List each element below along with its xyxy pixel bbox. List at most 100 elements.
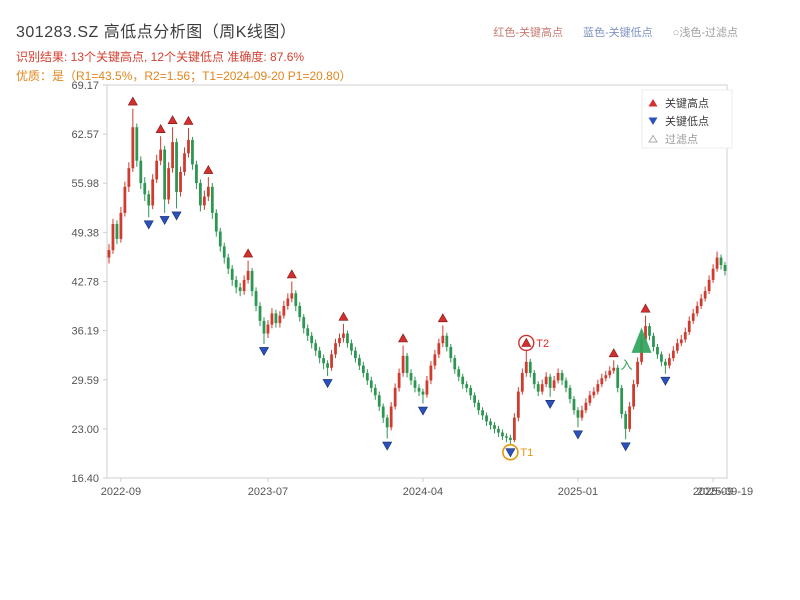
candle-body	[163, 149, 167, 200]
candle-body	[584, 402, 588, 411]
candle-body	[449, 346, 453, 359]
candle-body	[612, 367, 616, 371]
candle-body	[401, 355, 405, 373]
candle-body	[660, 354, 663, 362]
y-tick-label: 29.59	[71, 375, 99, 387]
candle-body	[373, 387, 377, 396]
candle-body	[127, 168, 131, 187]
y-tick-label: 23.00	[71, 424, 99, 436]
candle-body	[608, 370, 612, 376]
candle-body	[139, 160, 143, 184]
key-low-marker	[572, 430, 583, 440]
candle-body	[342, 333, 345, 338]
candle-body	[290, 293, 294, 299]
candle-body	[552, 380, 556, 388]
candle-body	[485, 415, 488, 422]
legend-box	[641, 89, 733, 149]
candle-body	[675, 343, 679, 351]
candle-body	[568, 387, 572, 400]
candle-body	[703, 291, 707, 299]
candle-body	[338, 337, 341, 344]
candle-body	[683, 332, 687, 340]
candle-body	[393, 387, 397, 407]
key-low-marker	[382, 441, 393, 451]
candle-body	[369, 380, 373, 388]
candle-body	[572, 399, 576, 411]
candle-body	[671, 350, 675, 359]
candle-body	[461, 376, 465, 385]
candle-body	[322, 358, 325, 364]
candle-body	[715, 257, 719, 269]
candle-body	[457, 369, 461, 377]
key-high-marker	[608, 348, 619, 358]
candle-body	[636, 361, 639, 385]
candle-body	[357, 358, 361, 366]
x-tick-label: 2023-07	[248, 486, 288, 498]
candle-body	[628, 406, 632, 429]
candle-body	[350, 343, 353, 351]
candle-body	[493, 425, 496, 429]
candle-body	[258, 305, 262, 321]
candle-body	[397, 372, 401, 388]
candle-body	[107, 250, 111, 258]
candle-body	[330, 354, 333, 368]
candle-body	[298, 305, 302, 318]
candle-body	[528, 361, 532, 373]
y-tick-label: 49.38	[71, 227, 99, 239]
recognition-result: 识别结果: 13个关键高点, 12个关键低点 准确度: 87.6%	[16, 50, 305, 64]
key-high-marker	[127, 96, 138, 106]
candle-body	[421, 391, 425, 395]
candle-body	[532, 372, 536, 385]
color-key-legend: 红色-关键高点 蓝色-关键低点 ○浅色-过滤点	[493, 24, 738, 40]
candle-body	[286, 298, 290, 306]
candle-body	[505, 436, 508, 438]
candle-body	[556, 372, 560, 381]
candle-body	[123, 186, 127, 213]
candle-body	[306, 328, 310, 336]
candle-body	[648, 326, 651, 336]
x-overlap-label: 2025-09-19	[697, 486, 753, 498]
candle-body	[135, 127, 139, 161]
candle-body	[238, 287, 242, 292]
candle-body	[719, 257, 723, 266]
candle-body	[604, 375, 608, 379]
candle-body	[155, 160, 159, 180]
key-high-marker	[338, 311, 349, 321]
candle-body	[310, 335, 314, 344]
key-low-marker	[660, 376, 671, 386]
candle-body	[270, 313, 274, 325]
candle-body	[520, 372, 524, 392]
legend-key-low-label: 蓝色-关键低点	[583, 27, 653, 39]
candle-body	[214, 212, 218, 232]
legend-filtered-swatch	[648, 134, 658, 143]
key-low-marker	[171, 211, 182, 221]
candle-body	[314, 343, 318, 351]
candle-body	[664, 361, 667, 366]
candle-body	[187, 139, 190, 154]
key-high-marker	[398, 333, 409, 343]
candle-body	[711, 268, 715, 280]
candle-body	[346, 333, 349, 344]
key-low-marker	[143, 220, 154, 230]
candle-body	[644, 326, 647, 340]
legend-item-label: 过滤点	[665, 133, 698, 146]
x-tick-label: 2022-09	[101, 486, 141, 498]
candle-body	[580, 410, 584, 418]
candle-body	[437, 343, 441, 355]
candle-body	[250, 270, 254, 292]
candle-body	[274, 313, 278, 324]
legend-key-high-label: 红色-关键高点	[493, 27, 564, 39]
candle-body	[326, 363, 329, 368]
candle-body	[687, 320, 691, 333]
candle-body	[377, 395, 381, 407]
candle-body	[262, 320, 266, 334]
candle-body	[548, 376, 552, 388]
candle-body	[596, 384, 600, 392]
candle-body	[473, 395, 477, 403]
key-high-marker	[437, 313, 448, 323]
candle-body	[497, 428, 500, 433]
candle-body	[278, 315, 282, 324]
candle-body	[652, 335, 655, 347]
